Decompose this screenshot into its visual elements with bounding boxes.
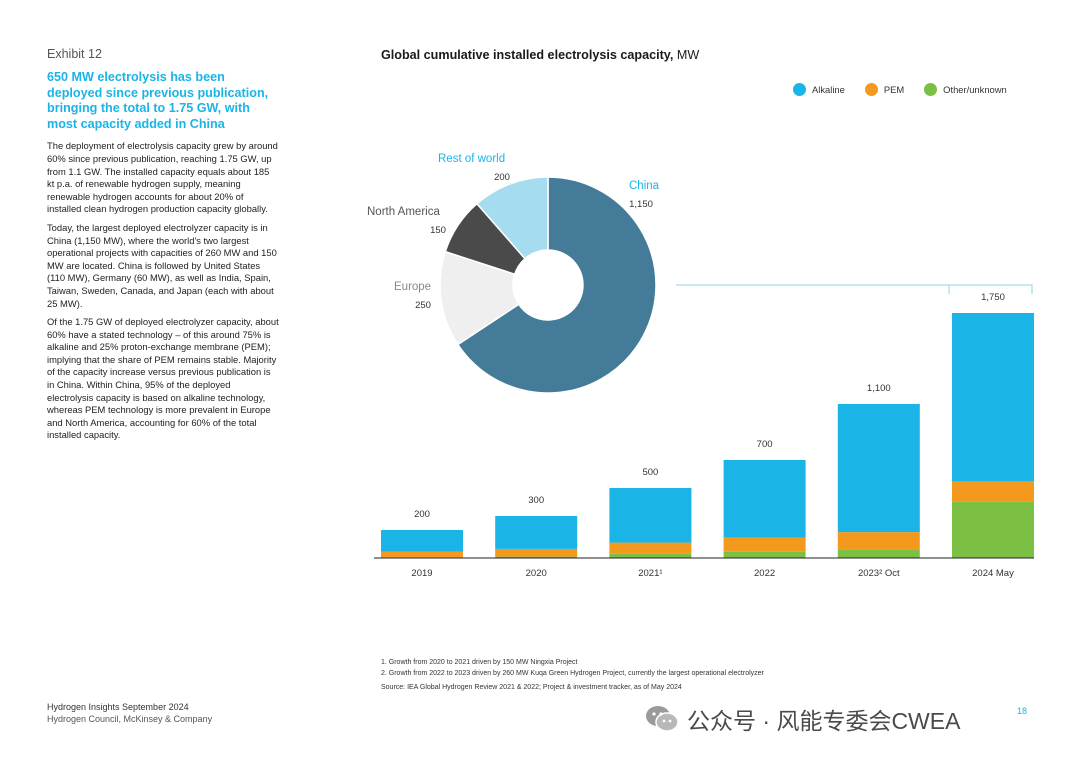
chart-legend: Alkaline PEM Other/unknown [793,83,1007,96]
donut-label-1: Europe [394,281,431,293]
donut-slice-europe [439,250,520,346]
legend-swatch-pem [864,83,878,96]
x-tick-label-2: 2021¹ [638,568,662,579]
bar-segment-pem-5 [952,481,1034,502]
paragraph-3: Of the 1.75 GW of deployed electrolyzer … [47,316,279,441]
donut-value-0: 1,150 [629,199,653,210]
bar-segment-pem-4 [837,532,920,550]
bar-segment-pem-0 [381,551,463,558]
chart-title: Global cumulative installed electrolysis… [381,48,699,62]
exhibit-label: Exhibit 12 [47,47,102,61]
bar-segment-other-unknown-4 [837,549,920,558]
legend-item-other: Other/unknown [924,83,1007,96]
bar-segment-alkaline-5 [952,313,1034,481]
footer: Hydrogen Insights September 2024 Hydroge… [47,702,212,725]
bar-segment-pem-3 [723,537,806,552]
note-2: 2. Growth from 2022 to 2023 driven by 26… [381,670,764,677]
bar-total-label-2: 500 [642,467,658,478]
legend-swatch-alkaline [793,83,806,96]
watermark: 公众号 · 风能专委会CWEA [645,702,960,736]
donut-label-3: Rest of world [438,153,505,165]
donut-chart: China 1,150 Europe 250 North America 150 Rest … [367,153,660,394]
bar-segment-alkaline-0 [381,530,463,552]
x-tick-label-3: 2022 [754,568,775,579]
bar-segment-alkaline-4 [837,404,920,533]
x-tick-label-4: 2023² Oct [858,568,900,579]
legend-label-pem: PEM [883,84,905,95]
donut-value-3: 200 [494,172,510,183]
source-note: Source: IEA Global Hydrogen Review 2021 … [381,684,682,691]
wechat-icon [646,706,679,732]
watermark-text: 公众号 · 风能专委会CWEA [687,708,961,734]
bar-total-label-0: 200 [414,509,430,520]
note-1: 1. Growth from 2020 to 2021 driven by 15… [381,659,578,666]
legend-item-pem: PEM [864,83,905,96]
bar-total-label-3: 700 [757,439,773,450]
footer-publication: Hydrogen Insights September 2024 [47,702,189,712]
paragraph-2: Today, the largest deployed electrolyzer… [47,221,277,309]
bar-segment-other-unknown-2 [609,553,692,558]
bar-segment-pem-1 [495,548,578,557]
x-tick-label-1: 2020 [526,568,547,579]
donut-value-1: 250 [415,300,431,311]
donut-slice-china [456,176,657,394]
bar-segment-other-unknown-1 [495,556,578,558]
bar-segment-other-unknown-5 [952,501,1034,558]
chart-title-main: Global cumulative installed electrolysis… [381,48,674,62]
x-tick-label-5: 2024 May [972,568,1014,579]
chart-title-unit: MW [676,48,700,62]
donut-label-2: North America [367,206,440,218]
donut-value-2: 150 [430,225,446,236]
legend-item-alkaline: Alkaline [793,83,845,96]
bar-segment-alkaline-3 [723,460,806,538]
legend-label-other: Other/unknown [943,84,1007,95]
bar-total-label-5: 1,750 [981,292,1005,303]
bar-total-label-4: 1,100 [867,383,891,394]
bar-segment-alkaline-2 [609,488,692,543]
text-column: Exhibit 12 650 MW electrolysis has been … [47,47,279,448]
donut-slice-rest-of-world [475,176,549,260]
bar-segment-pem-2 [609,542,692,554]
bar-segment-other-unknown-3 [723,551,806,558]
bar-total-label-1: 300 [528,495,544,506]
paragraph-1: The deployment of electrolysis capacity … [47,140,278,215]
x-tick-label-0: 2019 [411,568,432,579]
legend-label-alkaline: Alkaline [812,84,845,95]
bar-segment-alkaline-1 [495,516,578,549]
growth-bracket [676,284,1033,294]
chart-notes: 1. Growth from 2020 to 2021 driven by 15… [381,657,764,693]
legend-swatch-other [924,83,938,96]
footer-authors: Hydrogen Council, McKinsey & Company [47,713,213,724]
page-number: 18 [1017,706,1028,716]
bar-chart: 200 2019 300 2020 500 2021¹ 700 2022 1,100 2023² … [381,292,1034,579]
headline: 650 MW electrolysis has been deployed si… [47,70,269,131]
donut-label-0: China [629,180,660,192]
